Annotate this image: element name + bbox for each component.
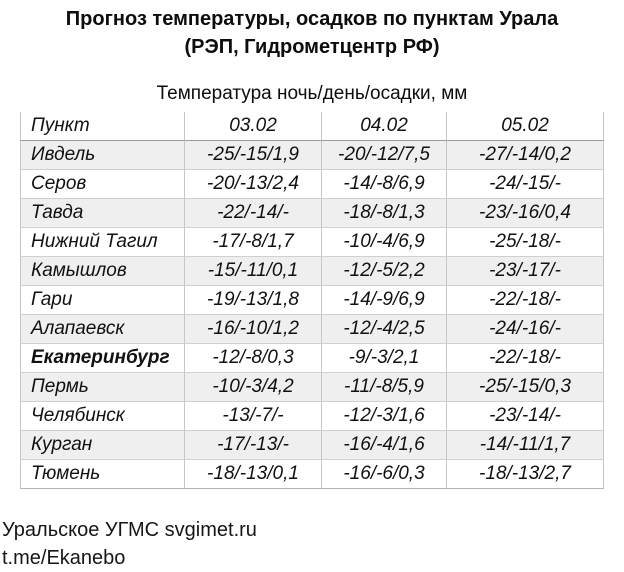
footer: Уральское УГМС svgimet.ru t.me/Ekanebo [2,516,257,572]
forecast-value-cell: -24/-16/- [447,315,604,344]
forecast-value-cell: -13/-7/- [185,402,322,431]
col-header-date-1: 03.02 [185,112,322,141]
forecast-value-cell: -14/-9/6,9 [322,286,447,315]
forecast-value-cell: -22/-18/- [447,344,604,373]
forecast-value-cell: -12/-5/2,2 [322,257,447,286]
city-cell: Алапаевск [20,315,185,344]
forecast-value-cell: -25/-15/1,9 [185,141,322,170]
forecast-value-cell: -12/-4/2,5 [322,315,447,344]
table-row: Пермь -10/-3/4,2 -11/-8/5,9 -25/-15/0,3 [20,373,604,402]
forecast-value-cell: -12/-8/0,3 [185,344,322,373]
forecast-value-cell: -18/-13/0,1 [185,460,322,489]
col-header-city: Пункт [20,112,185,141]
city-cell: Екатеринбург [20,344,185,373]
city-cell: Тюмень [20,460,185,489]
title-line-2: (РЭП, Гидрометцентр РФ) [184,36,440,58]
city-cell: Серов [20,170,185,199]
forecast-table: Пункт 03.02 04.02 05.02 Ивдель -25/-15/1,… [20,112,604,489]
forecast-value-cell: -16/-6/0,3 [322,460,447,489]
forecast-value-cell: -20/-12/7,5 [322,141,447,170]
city-cell: Челябинск [20,402,185,431]
city-cell: Тавда [20,199,185,228]
table-row: Алапаевск -16/-10/1,2 -12/-4/2,5 -24/-16/- [20,315,604,344]
forecast-value-cell: -16/-4/1,6 [322,431,447,460]
forecast-value-cell: -17/-8/1,7 [185,228,322,257]
forecast-value-cell: -14/-11/1,7 [447,431,604,460]
forecast-value-cell: -19/-13/1,8 [185,286,322,315]
forecast-value-cell: -25/-18/- [447,228,604,257]
footer-telegram: t.me/Ekanebo [2,547,126,569]
city-cell: Камышлов [20,257,185,286]
forecast-value-cell: -16/-10/1,2 [185,315,322,344]
table-row: Камышлов -15/-11/0,1 -12/-5/2,2 -23/-17/- [20,257,604,286]
subtitle: Температура ночь/день/осадки, мм [156,83,468,104]
page-title: Прогноз температуры, осадков по пунктам … [0,0,624,61]
city-cell: Пермь [20,373,185,402]
forecast-value-cell: -14/-8/6,9 [322,170,447,199]
city-cell: Курган [20,431,185,460]
forecast-value-cell: -15/-11/0,1 [185,257,322,286]
forecast-value-cell: -24/-15/- [447,170,604,199]
forecast-value-cell: -11/-8/5,9 [322,373,447,402]
table-row: Курган -17/-13/- -16/-4/1,6 -14/-11/1,7 [20,431,604,460]
forecast-value-cell: -10/-4/6,9 [322,228,447,257]
table-row: Серов -20/-13/2,4 -14/-8/6,9 -24/-15/- [20,170,604,199]
city-cell: Нижний Тагил [20,228,185,257]
table-row: Челябинск -13/-7/- -12/-3/1,6 -23/-14/- [20,402,604,431]
header-row: Пункт 03.02 04.02 05.02 [20,112,604,141]
col-header-date-3: 05.02 [447,112,604,141]
table-row: Тюмень -18/-13/0,1 -16/-6/0,3 -18/-13/2,7 [20,460,604,489]
forecast-value-cell: -23/-17/- [447,257,604,286]
forecast-value-cell: -25/-15/0,3 [447,373,604,402]
table-row: Екатеринбург -12/-8/0,3 -9/-3/2,1 -22/-18/- [20,344,604,373]
forecast-value-cell: -10/-3/4,2 [185,373,322,402]
col-header-date-2: 04.02 [322,112,447,141]
forecast-value-cell: -20/-13/2,4 [185,170,322,199]
forecast-value-cell: -18/-13/2,7 [447,460,604,489]
forecast-value-cell: -9/-3/2,1 [322,344,447,373]
forecast-value-cell: -12/-3/1,6 [322,402,447,431]
forecast-value-cell: -27/-14/0,2 [447,141,604,170]
forecast-value-cell: -18/-8/1,3 [322,199,447,228]
table-row: Нижний Тагил -17/-8/1,7 -10/-4/6,9 -25/-18/… [20,228,604,257]
table-row: Ивдель -25/-15/1,9 -20/-12/7,5 -27/-14/0,2 [20,141,604,170]
city-cell: Ивдель [20,141,185,170]
table-row: Тавда -22/-14/- -18/-8/1,3 -23/-16/0,4 [20,199,604,228]
forecast-value-cell: -22/-14/- [185,199,322,228]
forecast-value-cell: -23/-14/- [447,402,604,431]
forecast-value-cell: -22/-18/- [447,286,604,315]
forecast-value-cell: -17/-13/- [185,431,322,460]
city-cell: Гари [20,286,185,315]
forecast-value-cell: -23/-16/0,4 [447,199,604,228]
footer-source: Уральское УГМС svgimet.ru [2,519,257,541]
title-line-1: Прогноз температуры, осадков по пунктам … [65,8,559,30]
table-row: Гари -19/-13/1,8 -14/-9/6,9 -22/-18/- [20,286,604,315]
